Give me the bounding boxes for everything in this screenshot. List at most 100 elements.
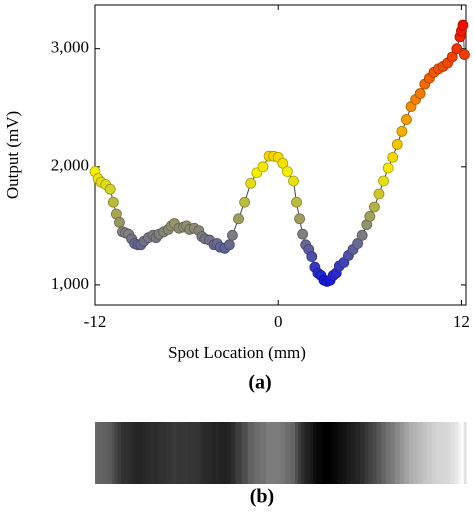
strip-band <box>341 422 347 484</box>
strip-band <box>454 422 459 484</box>
caption-b: (b) <box>250 486 274 508</box>
strip-band <box>127 422 131 484</box>
x-tick-label: -12 <box>84 312 107 331</box>
strip-band <box>395 422 401 484</box>
strip-band <box>222 422 228 484</box>
strip-band <box>460 422 463 484</box>
strip-band <box>275 422 282 484</box>
strip-band <box>176 422 182 484</box>
strip-band <box>322 422 327 484</box>
strip-band <box>298 422 302 484</box>
data-point <box>277 157 289 169</box>
strip-band <box>188 422 193 484</box>
data-point <box>382 162 394 174</box>
data-point <box>457 19 469 31</box>
strip-band <box>427 422 433 484</box>
data-point <box>104 183 116 195</box>
data-point <box>239 196 251 208</box>
strip-band <box>139 422 143 484</box>
strip-band <box>161 422 167 484</box>
data-point <box>291 196 302 208</box>
strip-band <box>247 422 255 484</box>
strip-band <box>235 422 243 484</box>
x-tick-label: 0 <box>274 312 283 331</box>
strip-band <box>440 422 446 484</box>
strip-band <box>241 422 249 484</box>
strip-band <box>381 422 387 484</box>
strip-band <box>285 422 292 484</box>
data-point <box>352 238 364 249</box>
strip-band <box>458 422 462 484</box>
strip-band <box>355 422 361 484</box>
y-tick-label: 3,000 <box>51 38 89 57</box>
strip-band <box>313 422 317 484</box>
strip-band <box>172 422 178 484</box>
strip-band <box>150 422 156 484</box>
x-axis-label: Spot Location (mm) <box>168 343 306 362</box>
strip-band <box>449 422 456 484</box>
data-point <box>414 88 426 99</box>
strip-band <box>120 422 125 484</box>
data-point <box>281 166 293 177</box>
y-axis-label: Output (mV) <box>3 111 22 199</box>
strip-band <box>310 422 314 484</box>
caption-a: (a) <box>248 372 271 394</box>
strip-band <box>304 422 308 484</box>
data-point <box>245 177 257 189</box>
data-point <box>451 43 463 55</box>
plot-frame <box>94 4 467 306</box>
strip-band <box>165 422 171 484</box>
data-point <box>107 196 119 208</box>
strip-band <box>290 422 296 484</box>
strip-band <box>436 422 442 484</box>
strip-band <box>169 422 174 484</box>
strip-band <box>103 422 109 484</box>
strip-band <box>207 422 213 484</box>
strip-band <box>364 422 369 484</box>
strip-band <box>95 422 98 484</box>
strip-band <box>218 422 224 484</box>
data-point <box>227 229 238 241</box>
data-point <box>373 188 385 200</box>
strip-band <box>295 422 299 484</box>
data-point <box>446 51 458 63</box>
data-point <box>368 201 380 213</box>
data-point <box>391 138 403 150</box>
strip-band <box>185 422 189 484</box>
strip-band <box>334 422 339 484</box>
strip-band <box>404 422 410 484</box>
strip-band <box>372 422 378 484</box>
strip-band <box>408 422 414 484</box>
data-point <box>306 251 318 262</box>
strip-band <box>413 422 419 484</box>
data-point <box>297 228 309 240</box>
strip-band <box>316 422 321 484</box>
strip-band <box>196 422 201 484</box>
strip-band <box>99 422 104 484</box>
data-point <box>459 49 470 61</box>
y-tick-label: 1,000 <box>51 274 89 293</box>
strip-band <box>376 422 382 484</box>
strip-band <box>146 422 152 484</box>
strip-band <box>319 422 324 484</box>
strip-band <box>211 422 217 484</box>
strip-band <box>96 422 101 484</box>
strip-band <box>133 422 137 484</box>
strip-band <box>328 422 333 484</box>
strip-band <box>130 422 134 484</box>
strip-band <box>359 422 366 484</box>
strip-band <box>215 422 220 484</box>
data-point <box>396 125 408 137</box>
data-point <box>378 175 389 187</box>
strip-band <box>142 422 147 484</box>
strip-band <box>445 422 451 484</box>
data-point <box>257 161 269 173</box>
strip-band <box>259 422 267 484</box>
strip-band <box>203 422 208 484</box>
strip-band <box>136 422 140 484</box>
strip-band <box>271 422 277 484</box>
strip-band <box>114 422 119 484</box>
strip-band <box>154 422 159 484</box>
strip-band <box>107 422 113 484</box>
